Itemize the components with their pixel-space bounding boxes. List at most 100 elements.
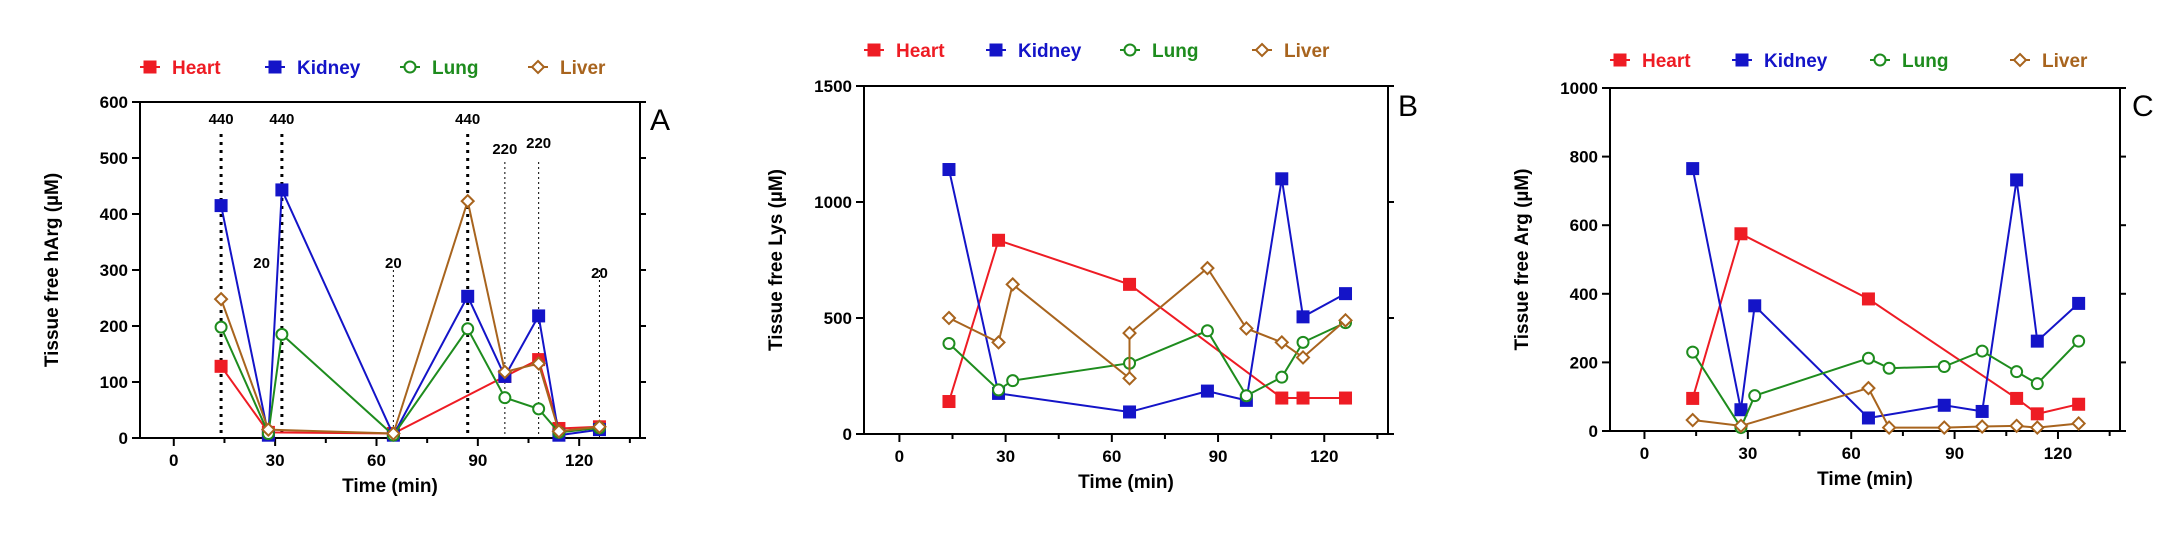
y-tick-label: 500 <box>824 309 852 328</box>
x-axis-label: Time (min) <box>342 476 438 497</box>
dose-annotation: 440 <box>269 111 294 128</box>
data-point-lung <box>1296 335 1310 349</box>
legend-marker-heart <box>143 60 157 74</box>
data-point-heart <box>1123 277 1137 291</box>
legend-label-liver: Liver <box>1284 41 1330 62</box>
legend-marker-heart <box>867 43 881 57</box>
series-line-kidney <box>1691 168 2080 420</box>
y-tick-label: 1500 <box>814 77 852 96</box>
data-point-kidney <box>1975 404 1989 418</box>
series-line-liver <box>220 197 600 435</box>
plot-frame <box>863 85 1389 435</box>
data-point-kidney <box>1123 405 1137 419</box>
data-point-liver <box>2071 416 2087 431</box>
y-axis-label: Tissue free Lys (µM) <box>766 169 787 351</box>
legend-marker-kidney <box>268 60 282 74</box>
data-point-kidney <box>275 183 289 197</box>
data-point-heart <box>1339 391 1353 405</box>
data-point-liver <box>1881 420 1897 435</box>
data-point-kidney <box>2072 296 2086 310</box>
data-point-lung <box>1861 351 1875 365</box>
data-point-heart <box>2072 397 2086 411</box>
y-tick-label: 0 <box>843 425 852 444</box>
x-tick-label: 90 <box>1945 444 1964 463</box>
x-tick-label: 60 <box>1102 447 1121 466</box>
data-point-liver <box>1733 418 1749 434</box>
data-point-liver <box>1685 412 1701 428</box>
data-point-liver <box>592 419 607 435</box>
data-point-lung <box>1200 324 1214 338</box>
legend-marker-kidney <box>989 43 1003 57</box>
data-point-lung <box>2072 334 2086 348</box>
x-tick-label: 60 <box>367 451 386 470</box>
data-point-lung <box>2030 377 2044 391</box>
x-tick-label: 90 <box>468 451 487 470</box>
data-point-liver <box>385 426 401 441</box>
y-tick-label: 200 <box>1570 353 1598 372</box>
series-line-heart <box>1691 232 2079 415</box>
series-line-liver <box>948 266 1347 381</box>
panel-label: C <box>2132 90 2154 123</box>
legend-label-kidney: Kidney <box>1018 41 1082 62</box>
legend-label-lung: Lung <box>432 58 478 79</box>
data-point-kidney <box>1686 162 1700 176</box>
data-point-lung <box>498 391 512 405</box>
data-point-liver <box>991 334 1006 350</box>
data-point-lung <box>942 337 956 351</box>
data-point-liver <box>941 310 957 326</box>
data-point-kidney <box>942 163 956 177</box>
y-tick-label: 0 <box>1589 422 1598 441</box>
data-point-lung <box>992 383 1006 397</box>
panel-label: B <box>1398 90 1418 123</box>
data-point-liver <box>2029 420 2045 435</box>
legend-label-lung: Lung <box>1152 41 1198 62</box>
legend-marker-kidney <box>1735 53 1749 67</box>
x-tick-label: 90 <box>1209 447 1228 466</box>
data-point-liver <box>213 291 229 307</box>
x-tick-label: 120 <box>565 451 593 470</box>
x-axis-label: Time (min) <box>1817 469 1913 490</box>
y-tick-label: 100 <box>100 373 128 392</box>
data-point-lung <box>214 320 228 334</box>
chart-panel-A: 0 100 200 300 400 500 600 0 30 60 90 120 Time (min) T… <box>42 58 670 497</box>
chart-panel-C: 0 200 400 600 800 1000 0 30 60 90 120 Time (min) Tis… <box>1512 51 2154 490</box>
y-axis-label: Tissue free hArg (µM) <box>42 173 63 367</box>
data-point-kidney <box>2010 173 2024 187</box>
data-point-liver <box>1200 260 1215 276</box>
data-point-heart <box>1861 292 1875 306</box>
y-tick-label: 0 <box>119 429 128 448</box>
x-tick-label: 60 <box>1842 444 1861 463</box>
y-tick-label: 300 <box>100 261 128 280</box>
dose-annotation: 220 <box>492 141 517 158</box>
legend-marker-liver <box>530 59 546 75</box>
data-point-kidney <box>1296 310 1310 324</box>
dose-annotation: 440 <box>209 111 234 128</box>
data-point-liver <box>1974 419 1990 434</box>
x-axis-label: Time (min) <box>1078 472 1174 493</box>
dose-annotation: 20 <box>385 255 402 272</box>
data-point-heart <box>214 359 228 373</box>
x-tick-label: 30 <box>1738 444 1757 463</box>
data-point-kidney <box>1937 398 1951 412</box>
data-point-liver <box>1122 325 1137 341</box>
data-point-lung <box>2010 365 2024 379</box>
plot-frame <box>1609 87 2121 432</box>
data-point-kidney <box>1339 287 1353 301</box>
legend-label-kidney: Kidney <box>1764 51 1828 72</box>
y-tick-label: 600 <box>100 93 128 112</box>
legend-label-heart: Heart <box>1642 51 1691 72</box>
legend-label-liver: Liver <box>560 58 606 79</box>
data-point-heart <box>2030 407 2044 421</box>
y-tick-label: 1000 <box>1560 79 1598 98</box>
data-point-lung <box>1239 389 1253 403</box>
legend-label-heart: Heart <box>896 41 945 62</box>
data-point-lung <box>1937 360 1951 374</box>
x-tick-label: 120 <box>1310 447 1338 466</box>
data-point-liver <box>460 193 476 209</box>
y-tick-label: 400 <box>100 205 128 224</box>
data-point-kidney <box>461 289 475 303</box>
data-point-liver <box>1238 321 1254 336</box>
data-point-kidney <box>1861 411 1875 425</box>
data-point-liver <box>1338 312 1353 328</box>
data-point-heart <box>2010 391 2024 405</box>
